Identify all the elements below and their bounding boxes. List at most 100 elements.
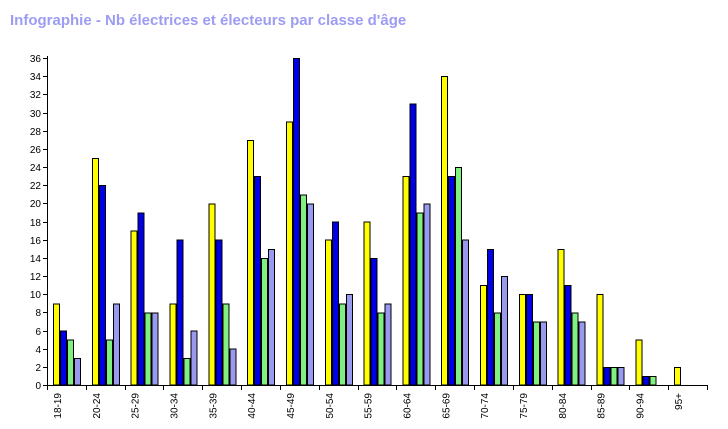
bar-20-24-3 [105,339,113,386]
x-tick-label-70-74: 70-74 [480,393,491,419]
y-tick-label-22: 22 [30,181,42,192]
y-tick-label-14: 14 [30,254,42,265]
bar-55-59-4 [384,303,392,386]
y-tick-label-32: 32 [30,90,42,101]
x-tick-label-55-59: 55-59 [364,393,375,419]
bar-75-79-1 [518,294,526,386]
bar-50-54-2 [331,221,339,386]
bar-35-39-2 [215,239,223,386]
bar-60-64-2 [409,103,417,386]
x-tick-label-60-64: 60-64 [402,393,413,419]
y-tick-label-20: 20 [30,199,42,210]
bar-50-54-4 [345,294,353,386]
bar-70-74-2 [487,248,495,386]
bar-50-54-3 [338,303,346,386]
y-tick-label-18: 18 [30,218,42,229]
bar-75-79-2 [525,294,533,386]
bar-65-69-1 [441,76,449,386]
bar-70-74-1 [480,285,488,386]
bar-30-34-2 [176,239,184,386]
bar-55-59-1 [363,221,371,386]
y-tick-label-36: 36 [30,54,42,65]
bar-65-69-4 [462,239,470,386]
bar-80-84-2 [564,285,572,386]
bar-18-19-2 [60,330,67,386]
bar-30-34-1 [169,303,177,386]
bar-80-84-1 [557,248,565,386]
x-tick-label-45-49: 45-49 [286,393,297,419]
y-tick-label-24: 24 [30,163,42,174]
bar-20-24-1 [91,157,99,386]
bar-45-49-4 [306,203,314,386]
y-tick-label-0: 0 [35,381,41,392]
bar-85-89-3 [610,366,618,386]
bar-40-44-2 [254,176,262,386]
bar-25-29-1 [130,230,138,386]
bar-40-44-3 [261,257,269,386]
chart-title: Infographie - Nb électrices et électeurs… [10,12,407,29]
bar-85-89-1 [596,294,604,386]
bar-25-29-3 [144,312,152,386]
bar-40-44-4 [268,248,276,386]
y-tick-label-26: 26 [30,145,42,156]
bar-55-59-3 [377,312,385,386]
x-tick-label-25-29: 25-29 [131,393,142,419]
bar-90-94-1 [635,339,643,386]
bar-45-49-1 [285,121,293,386]
bar-90-94-2 [642,375,650,386]
x-tick-label-30-34: 30-34 [170,393,181,419]
x-tick-label-50-54: 50-54 [325,393,336,419]
bar-40-44-1 [247,139,255,386]
y-tick-label-4: 4 [35,345,41,356]
bar-25-29-4 [151,312,159,386]
bar-90-94-3 [649,375,657,386]
bar-95+-1 [674,366,682,386]
bar-65-69-3 [455,167,463,386]
bar-18-19-1 [53,303,60,386]
y-tick-label-2: 2 [35,363,41,374]
y-tick-label-28: 28 [30,127,42,138]
bar-65-69-2 [448,176,456,386]
x-tick-label-95+: 95+ [674,393,685,410]
y-tick-label-6: 6 [35,327,41,338]
x-tick-label-90-94: 90-94 [635,393,646,419]
y-tick-label-8: 8 [35,308,41,319]
y-tick-label-34: 34 [30,72,42,83]
bar-55-59-2 [370,257,378,386]
bar-25-29-2 [137,212,145,386]
x-tick-label-40-44: 40-44 [247,393,258,419]
x-tick-label-65-69: 65-69 [441,393,452,419]
bar-35-39-3 [222,303,230,386]
bar-80-84-4 [578,321,586,386]
bar-75-79-4 [539,321,547,386]
bar-70-74-3 [494,312,502,386]
bar-50-54-1 [324,239,332,386]
bar-60-64-3 [416,212,424,386]
x-tick-label-80-84: 80-84 [558,393,569,419]
bar-60-64-1 [402,176,410,386]
bar-18-19-4 [74,357,81,386]
bar-85-89-2 [603,366,611,386]
bar-45-49-3 [299,194,307,386]
x-tick-label-75-79: 75-79 [519,393,530,419]
bar-85-89-4 [617,366,625,386]
x-tick-label-20-24: 20-24 [92,393,103,419]
bar-35-39-1 [208,203,216,386]
bar-80-84-3 [571,312,579,386]
bar-70-74-4 [501,276,509,386]
x-tick-label-35-39: 35-39 [208,393,219,419]
bar-20-24-2 [98,185,106,386]
bar-60-64-4 [423,203,431,386]
bar-20-24-4 [112,303,120,386]
bar-30-34-4 [190,330,198,386]
y-tick-label-12: 12 [30,272,42,283]
bar-45-49-2 [292,58,300,386]
y-tick-label-16: 16 [30,236,42,247]
bar-35-39-4 [229,348,237,386]
x-tick-label-85-89: 85-89 [597,393,608,419]
bar-18-19-3 [67,339,74,386]
bar-75-79-3 [532,321,540,386]
y-tick-label-10: 10 [30,290,42,301]
y-tick-label-30: 30 [30,109,42,120]
